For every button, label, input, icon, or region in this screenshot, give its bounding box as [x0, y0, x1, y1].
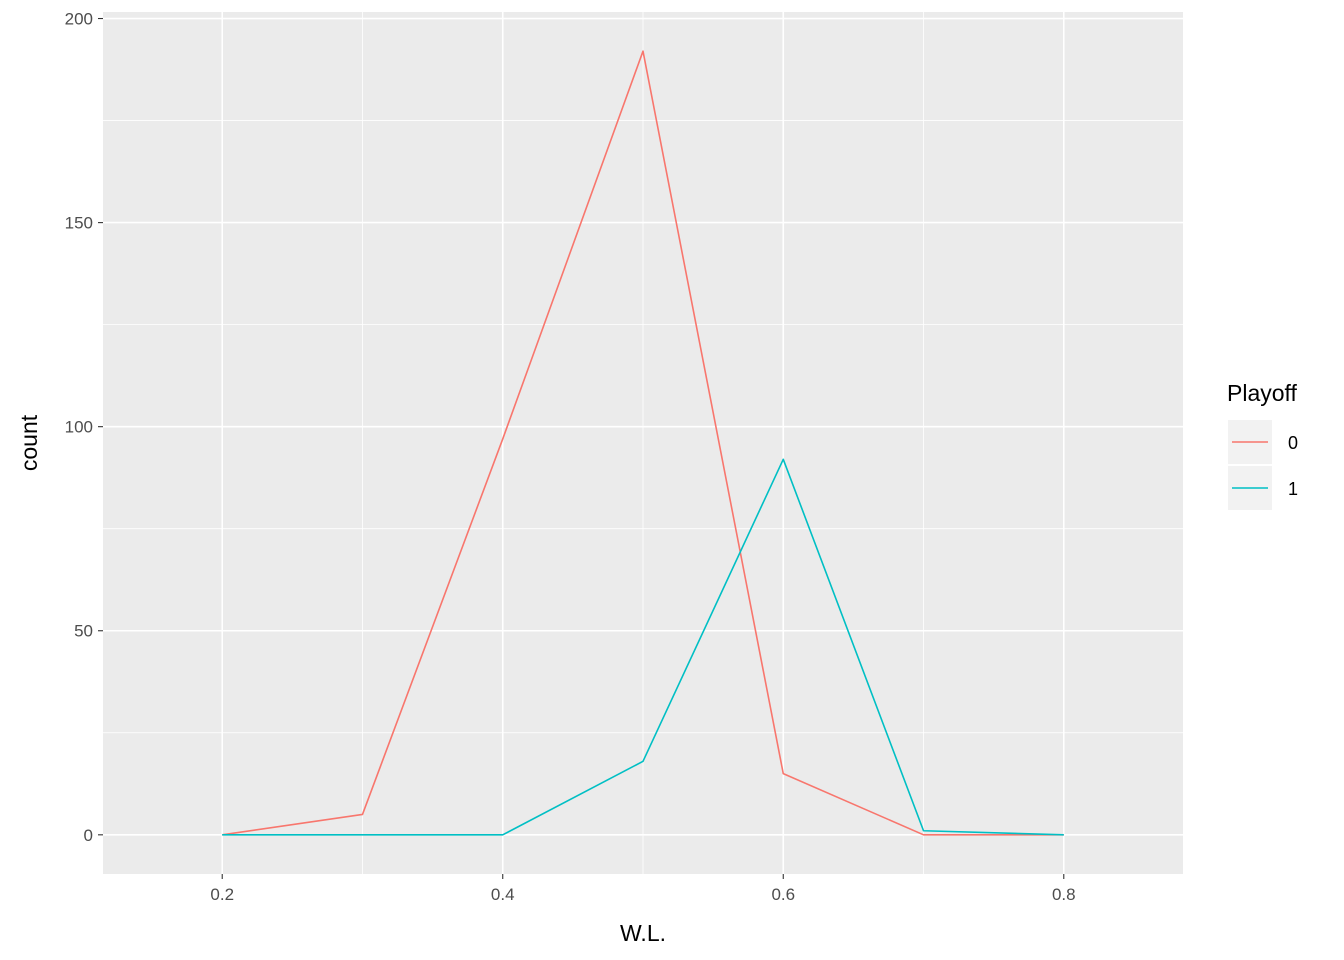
series-line-0: [222, 50, 1064, 836]
legend-label-1: 1: [1288, 479, 1298, 499]
legend-label-0: 0: [1288, 433, 1298, 453]
x-tick-label: 0.4: [491, 885, 515, 904]
x-tick-label: 0.8: [1052, 885, 1076, 904]
y-tick-label: 150: [65, 214, 93, 233]
y-axis-tick-labels: 0 50 100 150 200: [65, 10, 93, 845]
minor-gridlines: [103, 12, 1183, 874]
y-tick-label: 0: [84, 826, 93, 845]
major-gridlines: [103, 12, 1183, 874]
x-axis-title: W.L.: [620, 920, 666, 946]
legend: Playoff 01: [1227, 380, 1298, 510]
y-tick-label: 50: [74, 622, 93, 641]
legend-title: Playoff: [1227, 380, 1298, 406]
x-tick-label: 0.6: [771, 885, 795, 904]
x-axis-tick-labels: 0.2 0.4 0.6 0.8: [210, 885, 1075, 904]
axis-ticks: [98, 17, 1065, 879]
y-tick-label: 200: [65, 10, 93, 29]
series-line-1: [222, 458, 1064, 836]
x-tick-label: 0.2: [210, 885, 234, 904]
y-tick-label: 100: [65, 418, 93, 437]
series-lines: [222, 50, 1064, 836]
y-axis-title: count: [16, 414, 42, 471]
legend-items: 01: [1228, 420, 1298, 510]
